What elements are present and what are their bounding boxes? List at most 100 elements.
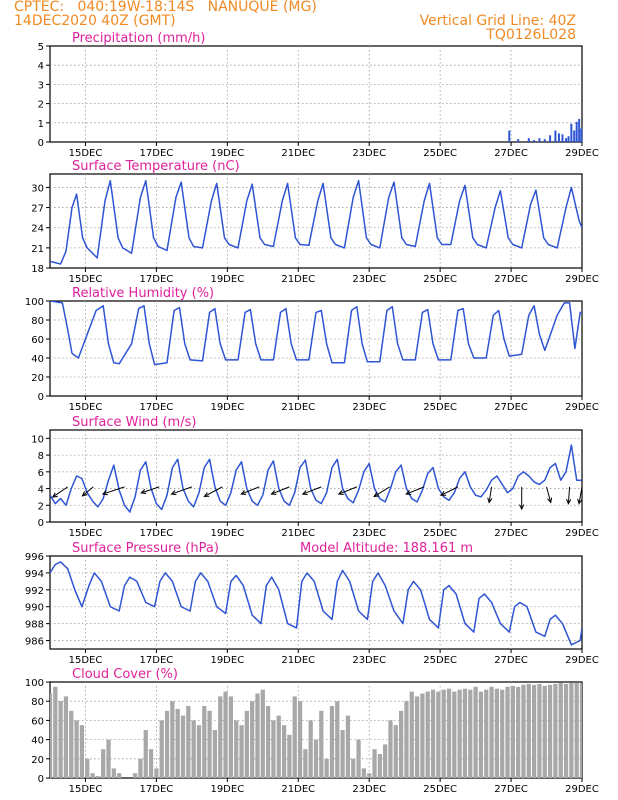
pressure-ytick-label: 986: [25, 637, 44, 648]
cloud-bar: [383, 744, 388, 778]
rh-xtick-label: 25DEC: [423, 402, 457, 413]
wind-xtick-label: 21DEC: [281, 528, 315, 539]
cloud-bar: [398, 710, 404, 778]
wind-arrow-head: [519, 504, 525, 511]
cloud-bar: [345, 715, 351, 778]
wind-arrow: [81, 486, 94, 497]
cloud-bar: [271, 720, 276, 778]
cloud-bar: [478, 691, 484, 778]
cloud-bar: [111, 768, 116, 778]
wind-ytick-label: 4: [38, 485, 44, 496]
cloud-xtick-label: 25DEC: [423, 784, 457, 795]
wind-arrow-shaft: [567, 486, 571, 504]
header-date: 14DEC2020 40Z (GMT): [14, 13, 176, 29]
wind-arrow-head: [140, 489, 147, 495]
cloud-bar: [372, 749, 377, 778]
cloud-bar: [281, 725, 287, 778]
precip-bar: [578, 118, 581, 142]
cloud-bar: [255, 693, 260, 778]
cloud-bar: [63, 696, 69, 778]
cloud-ytick-label: 80: [31, 697, 44, 708]
header-model-code: TQ0126L028: [486, 27, 576, 43]
precip-ytick-label: 4: [38, 61, 44, 72]
cloud-bar: [117, 773, 122, 778]
wind-arrow-shaft: [302, 486, 322, 495]
pressure-xtick-label: 29DEC: [565, 655, 599, 666]
wind-ytick-label: 2: [38, 501, 44, 512]
precip-bar: [554, 130, 557, 142]
cloud-bar: [335, 701, 340, 778]
cloud-ytick-label: 100: [25, 678, 44, 689]
cloud-bar: [69, 710, 74, 778]
cloud-bar: [452, 691, 457, 778]
cloud-bar: [356, 739, 361, 778]
rh-ytick-label: 0: [38, 392, 44, 403]
cloud-bar: [196, 725, 202, 778]
cloud-bar: [180, 715, 186, 778]
cloud-bar: [462, 688, 468, 778]
cloud-bar: [553, 683, 558, 778]
wind-arrow: [487, 486, 493, 504]
cloud-bar: [563, 683, 569, 778]
cloud-bar: [154, 768, 159, 778]
cloud-bar: [143, 730, 148, 778]
wind-arrow-shaft: [241, 486, 260, 495]
pressure-xtick-label: 21DEC: [281, 655, 315, 666]
wind-arrow: [203, 486, 223, 498]
cloud-xtick-label: 21DEC: [281, 784, 315, 795]
rh-ytick-label: 80: [31, 316, 44, 327]
cloud-bar: [468, 689, 473, 778]
cloud-bar: [292, 696, 297, 778]
wind-arrow-shaft: [338, 486, 357, 495]
cloud-bar: [58, 701, 63, 778]
wind-arrow-shaft: [204, 486, 223, 497]
precip-ytick-label: 1: [38, 119, 44, 130]
wind-arrow: [373, 486, 391, 498]
precip-xtick-label: 19DEC: [210, 148, 244, 159]
header-location: CPTEC: 040:19W-18:14S NANUQUE (MG): [14, 0, 317, 15]
cloud-bar: [558, 682, 563, 778]
cloud-bar: [579, 682, 582, 778]
cloud-bar: [510, 685, 515, 778]
cloud-xtick-label: 23DEC: [352, 784, 386, 795]
wind-arrow-shaft: [546, 486, 552, 503]
precip-xtick-label: 17DEC: [140, 148, 174, 159]
temp-panel: 18 21 24 27 30 15DEC 17DEC 19DEC 21DEC 23DEC 25DEC…: [31, 159, 599, 285]
temp-title: Surface Temperature (nC): [72, 159, 240, 174]
wind-arrow: [140, 486, 160, 495]
cloud-bar: [265, 706, 271, 778]
wind-arrow: [240, 486, 260, 495]
wind-arrow: [566, 486, 572, 505]
wind-arrow: [101, 486, 125, 496]
cloud-bar: [393, 725, 398, 778]
cloud-bar: [505, 686, 510, 778]
wind-arrow-shaft: [373, 486, 391, 497]
cloud-bar: [138, 758, 143, 778]
rh-xtick-label: 27DEC: [494, 402, 528, 413]
temp-xtick-label: 23DEC: [352, 274, 386, 285]
cloud-bar: [521, 684, 526, 778]
wind-arrow-shaft: [578, 486, 583, 504]
wind-arrow-head: [440, 491, 447, 496]
cloud-bar: [430, 689, 436, 778]
rh-xtick-label: 19DEC: [210, 402, 244, 413]
wind-arrow-head: [240, 490, 247, 495]
cloud-ytick-label: 20: [31, 755, 44, 766]
cloud-bar: [212, 730, 218, 778]
cloud-ytick-label: 40: [31, 736, 44, 747]
cloud-bar: [537, 683, 542, 778]
precip-xtick-label: 15DEC: [69, 148, 103, 159]
cloud-bar: [414, 696, 420, 778]
wind-arrow-head: [81, 491, 88, 497]
wind-arrow-head: [170, 490, 177, 496]
precip-bar: [538, 138, 541, 142]
cloud-bar: [276, 715, 281, 778]
wind-xtick-label: 27DEC: [494, 528, 528, 539]
cloud-bar: [164, 710, 170, 778]
pressure-xtick-label: 25DEC: [423, 655, 457, 666]
cloud-bar: [494, 688, 500, 778]
temp-xtick-label: 17DEC: [140, 274, 174, 285]
pressure-xtick-label: 23DEC: [352, 655, 386, 666]
temp-ytick-label: 30: [31, 183, 44, 194]
cloud-bar: [457, 689, 462, 778]
